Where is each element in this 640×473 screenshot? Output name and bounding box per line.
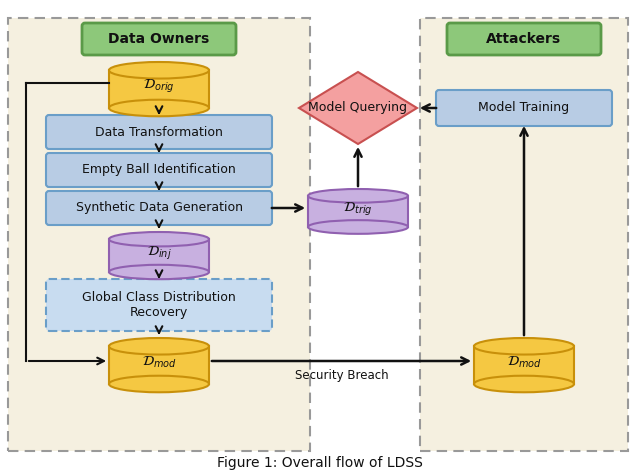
Text: Attackers: Attackers bbox=[486, 32, 561, 46]
FancyBboxPatch shape bbox=[46, 115, 272, 149]
Ellipse shape bbox=[109, 100, 209, 116]
Text: Figure 1: Overall flow of LDSS: Figure 1: Overall flow of LDSS bbox=[217, 456, 423, 470]
FancyBboxPatch shape bbox=[436, 90, 612, 126]
Bar bbox=[109, 346, 209, 384]
Ellipse shape bbox=[109, 338, 209, 355]
FancyBboxPatch shape bbox=[46, 279, 272, 331]
Text: Global Class Distribution
Recovery: Global Class Distribution Recovery bbox=[82, 291, 236, 319]
Text: $\mathcal{D}_{mod}$: $\mathcal{D}_{mod}$ bbox=[506, 355, 541, 370]
Bar bbox=[474, 346, 574, 384]
Text: Empty Ball Identification: Empty Ball Identification bbox=[82, 164, 236, 176]
Text: Data Transformation: Data Transformation bbox=[95, 125, 223, 139]
Ellipse shape bbox=[109, 376, 209, 392]
FancyBboxPatch shape bbox=[46, 191, 272, 225]
Bar bbox=[109, 70, 209, 108]
Text: $\mathcal{D}_{orig}$: $\mathcal{D}_{orig}$ bbox=[143, 78, 175, 95]
FancyBboxPatch shape bbox=[46, 153, 272, 187]
Ellipse shape bbox=[109, 265, 209, 279]
FancyBboxPatch shape bbox=[82, 23, 236, 55]
Text: $\mathcal{D}_{mod}$: $\mathcal{D}_{mod}$ bbox=[141, 355, 177, 370]
Text: Synthetic Data Generation: Synthetic Data Generation bbox=[76, 201, 243, 214]
Ellipse shape bbox=[474, 376, 574, 392]
Ellipse shape bbox=[308, 189, 408, 202]
Text: Data Owners: Data Owners bbox=[108, 32, 210, 46]
FancyBboxPatch shape bbox=[8, 18, 310, 451]
Text: $\mathcal{D}_{inj}$: $\mathcal{D}_{inj}$ bbox=[147, 245, 172, 262]
FancyBboxPatch shape bbox=[420, 18, 628, 451]
Text: $\mathcal{D}_{trig}$: $\mathcal{D}_{trig}$ bbox=[343, 201, 372, 218]
Text: Security Breach: Security Breach bbox=[294, 368, 388, 382]
Bar bbox=[308, 196, 408, 227]
Ellipse shape bbox=[109, 62, 209, 79]
Bar bbox=[109, 239, 209, 272]
Ellipse shape bbox=[109, 232, 209, 246]
Text: Model Training: Model Training bbox=[479, 102, 570, 114]
Polygon shape bbox=[299, 72, 417, 144]
Text: Model Querying: Model Querying bbox=[308, 102, 408, 114]
FancyBboxPatch shape bbox=[447, 23, 601, 55]
Ellipse shape bbox=[474, 338, 574, 355]
Ellipse shape bbox=[308, 220, 408, 234]
